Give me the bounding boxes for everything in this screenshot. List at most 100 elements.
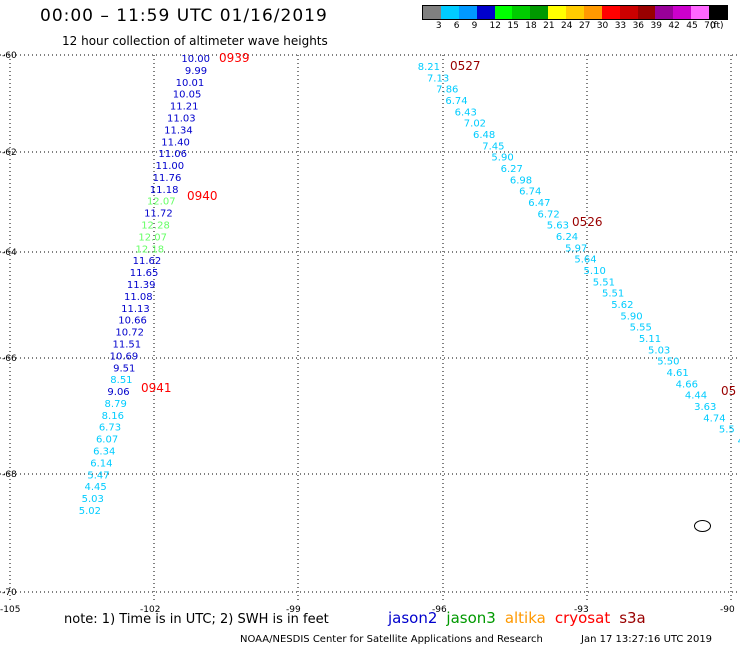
wave-height-value: 6.34 [93, 447, 115, 458]
wave-height-value: 6.07 [96, 435, 118, 446]
legend-label: 9 [471, 21, 478, 31]
legend-label: 27 [578, 21, 591, 31]
legend-swatch [458, 6, 477, 19]
wave-height-value: 7.02 [464, 119, 486, 130]
wave-height-value: 11.08 [124, 292, 153, 303]
wave-height-value: 11.72 [144, 209, 173, 220]
legend-swatch [548, 6, 566, 19]
wave-height-value: 5.11 [639, 334, 661, 345]
wave-height-value: 9.06 [107, 387, 129, 398]
wave-height-value: 11.13 [121, 304, 150, 315]
wave-height-value: 4.66 [676, 379, 698, 390]
legend-color-bar [422, 5, 728, 20]
wave-height-value: 5.47 [87, 470, 109, 481]
lat-label: -64 [2, 248, 17, 258]
wave-height-value: 8.21 [418, 62, 440, 73]
wave-height-value: 12.07 [138, 232, 167, 243]
wave-height-value: 5.50 [657, 357, 679, 368]
credit-line: NOAA/NESDIS Center for Satellite Applica… [240, 634, 543, 645]
lat-label: -60 [2, 51, 17, 61]
wave-height-value: 11.40 [161, 137, 190, 148]
wave-height-value: 7.45 [482, 141, 504, 152]
legend-swatch [583, 6, 602, 19]
legend-swatch [423, 6, 441, 19]
satellite-legend: jason2 jason3 altika cryosat s3a [388, 609, 655, 627]
wave-height-value: 11.21 [170, 102, 199, 113]
legend-swatch [619, 6, 638, 19]
wave-height-value: 11.18 [150, 185, 179, 196]
wave-height-value: 6.43 [455, 107, 477, 118]
legend-label: 24 [561, 21, 573, 31]
wave-height-value: 4.45 [84, 482, 106, 493]
lat-lon-grid [0, 54, 740, 602]
satellite-name: s3a [619, 609, 646, 627]
wave-height-value: 6.24 [556, 232, 578, 243]
altimeter-tracks: 10.009.9910.0110.0511.2111.0311.3411.401… [79, 54, 740, 517]
wave-height-value: 5.63 [547, 221, 569, 232]
legend-label: 6 [453, 21, 460, 31]
pass-time-labels: 0939 0940 0941 0527 0526 05 [141, 51, 736, 398]
pass-time-label: 05 [721, 384, 736, 398]
legend-label: 3 [435, 21, 442, 31]
pass-time-label: 0526 [572, 215, 603, 229]
wave-height-value: 11.51 [113, 339, 142, 350]
pass-time-label: 0941 [141, 381, 172, 395]
wave-height-value: 9.51 [113, 363, 135, 374]
legend-swatch [655, 6, 674, 19]
lon-label: -90 [720, 605, 735, 615]
wave-height-value: 6.47 [528, 198, 550, 209]
wave-height-value: 5.10 [584, 266, 606, 277]
wave-height-value: 8.51 [110, 375, 132, 386]
legend-swatch [512, 6, 531, 19]
satellite-name: altika [504, 609, 546, 627]
map-subtitle: 12 hour collection of altimeter wave hei… [62, 34, 328, 48]
legend-label: 15 [507, 21, 519, 31]
lon-label: -99 [286, 605, 301, 615]
legend-label: 45 [686, 21, 698, 31]
legend-swatch [691, 6, 709, 19]
wave-height-value: 10.69 [110, 351, 139, 362]
wave-height-value: 10.00 [181, 54, 210, 65]
wave-height-value: 12.28 [141, 221, 170, 232]
legend-label: 42 [668, 21, 680, 31]
generated-timestamp: Jan 17 13:27:16 UTC 2019 [581, 634, 713, 645]
wave-height-value: 7.86 [436, 85, 458, 96]
wave-height-value: 11.34 [164, 125, 193, 136]
wave-height-value: 8.79 [105, 399, 127, 410]
legend-swatch [530, 6, 549, 19]
legend-swatch [709, 6, 727, 19]
legend-label: 12 [489, 21, 501, 31]
legend-label: 30 [596, 21, 609, 31]
lat-label: -70 [2, 588, 17, 598]
pass-time-label: 0940 [187, 189, 218, 203]
lat-label: -66 [2, 354, 17, 364]
wave-height-value: 11.00 [156, 161, 185, 172]
wave-height-value: 5.90 [620, 311, 642, 322]
satellite-name: cryosat [554, 609, 611, 627]
wave-height-value: 11.39 [127, 280, 156, 291]
wave-height-value: 10.05 [173, 90, 202, 101]
pass-time-label: 0527 [450, 59, 481, 73]
satellite-name: jason3 [446, 609, 496, 627]
wave-height-value: 10.66 [118, 316, 147, 327]
legend-label: 39 [650, 21, 662, 31]
wave-height-value: 11.76 [153, 173, 182, 184]
satellite-name: jason2 [388, 609, 438, 627]
lat-label: -68 [2, 470, 17, 480]
wave-height-value: 12.07 [147, 197, 176, 208]
legend-unit: (ft) [710, 21, 724, 31]
legend-swatch [440, 6, 459, 19]
legend-label: 36 [632, 21, 645, 31]
legend-label: 33 [614, 21, 627, 31]
lon-label: -96 [432, 605, 447, 615]
wave-height-value: 12.18 [135, 244, 164, 255]
wave-height-value: 5.62 [611, 300, 633, 311]
wave-height-value: 11.62 [133, 256, 162, 267]
wave-height-value: 11.06 [158, 149, 187, 160]
legend-swatch [673, 6, 692, 19]
wave-height-value: 6.98 [510, 175, 532, 186]
wave-height-value: 5.90 [491, 153, 513, 164]
legend-swatch [637, 6, 656, 19]
legend-swatch [494, 6, 513, 19]
